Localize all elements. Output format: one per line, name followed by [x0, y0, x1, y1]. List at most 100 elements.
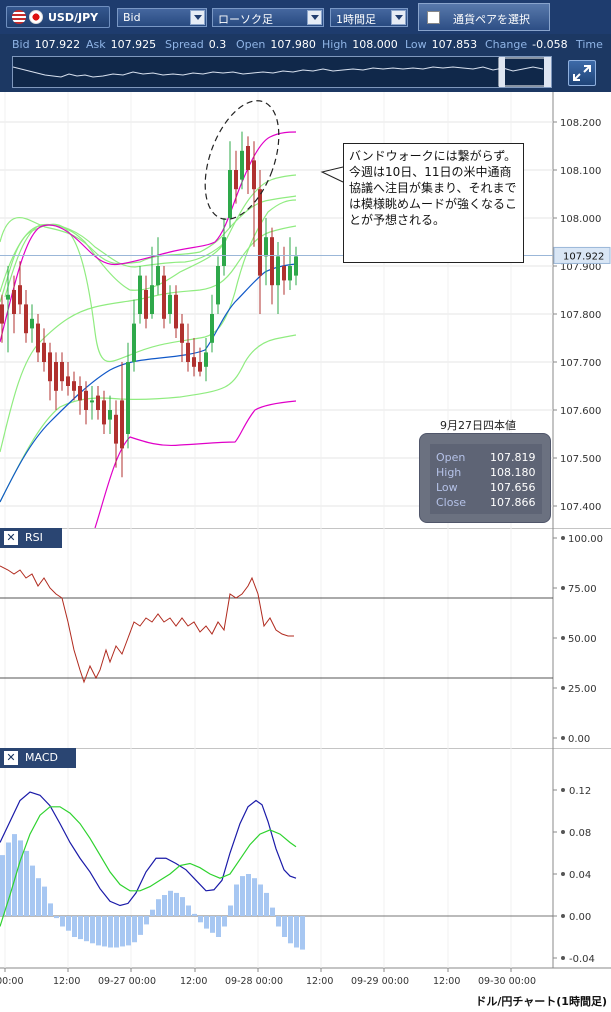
macd-histogram-bar	[150, 909, 155, 916]
price-tick-label: 107.800	[560, 310, 601, 321]
quote-time: Time	[576, 38, 603, 51]
quote-high: High 108.000	[322, 38, 398, 51]
macd-histogram-bar	[246, 874, 251, 916]
macd-histogram-bar	[90, 916, 95, 944]
ohlc-open: Open 107.819	[436, 451, 536, 464]
macd-panel[interactable]: 26 00:00 12:00 09-27 00:00 12:00 09-28 00:00…	[0, 747, 611, 990]
candle-body	[42, 342, 46, 362]
timeframe-dropdown[interactable]: 1時間足	[330, 8, 408, 27]
macd-tick-label: 0.04	[569, 870, 591, 881]
macd-histogram-bar	[36, 878, 41, 916]
macd-histogram-bar	[138, 916, 143, 935]
candle-body	[144, 290, 148, 319]
candle-body	[78, 386, 82, 401]
macd-histogram-bar	[204, 916, 209, 929]
macd-tick-dot	[561, 830, 565, 834]
zoom-button[interactable]	[568, 60, 596, 86]
pair-select-checkbox[interactable]	[427, 11, 440, 24]
candle-body	[126, 362, 130, 434]
candle-body	[228, 170, 232, 218]
close-icon[interactable]: ✕	[4, 751, 18, 765]
price-type-value: Bid	[123, 11, 141, 24]
x-tick-label: 12:00	[306, 976, 333, 987]
candle-body	[150, 285, 154, 314]
candle-body	[174, 294, 178, 329]
quote-bar: Bid 107.922 Ask 107.925 Spread 0.3 Open 107.…	[0, 34, 611, 92]
macd-histogram-bar	[294, 916, 299, 948]
symbol-label: USD/JPY	[48, 11, 99, 24]
macd-histogram-bar	[114, 916, 119, 948]
candle-body	[96, 395, 100, 410]
macd-histogram-bar	[180, 897, 185, 916]
close-icon[interactable]: ✕	[4, 531, 18, 545]
price-tick-label: 108.000	[560, 214, 601, 225]
chevron-down-icon[interactable]	[190, 10, 205, 25]
candle-body	[204, 352, 208, 367]
candle-body	[264, 237, 268, 257]
candle-body	[222, 237, 226, 266]
macd-tick-label: 0.08	[569, 828, 591, 839]
signal-line	[0, 806, 297, 927]
macd-tick-dot	[561, 872, 565, 876]
macd-histogram-bar	[126, 916, 131, 946]
macd-histogram-bar	[6, 842, 11, 916]
rsi-tab[interactable]: ✕ RSI	[0, 528, 62, 548]
navigator-handle-left[interactable]	[499, 57, 505, 87]
chevron-down-icon[interactable]	[307, 10, 322, 25]
macd-histogram-bar	[42, 886, 47, 916]
jp-flag-icon	[29, 10, 43, 24]
macd-histogram-bar	[0, 855, 5, 916]
navigator-handle-right[interactable]	[544, 57, 551, 87]
macd-histogram-bar	[240, 876, 245, 916]
upper-bollinger-band	[0, 131, 297, 343]
pair-select-button[interactable]: 通貨ペアを選択	[418, 3, 550, 31]
x-tick-label: 12:00	[433, 976, 460, 987]
candle-body	[258, 189, 262, 276]
macd-histogram-bar	[252, 878, 257, 916]
annotation-text: バンドウォークには繋がらず。今週は10日、11日の米中通商協議へ注目が集まり、そ…	[349, 149, 518, 227]
navigator-strip[interactable]	[12, 56, 552, 88]
macd-tick-label: 0.00	[569, 912, 591, 923]
expand-icon	[573, 65, 591, 81]
pair-select-label: 通貨ペアを選択	[453, 13, 530, 26]
rsi-tick-dot	[561, 686, 565, 690]
rsi-tick-dot	[561, 586, 565, 590]
price-tick-label: 107.500	[560, 454, 601, 465]
rsi-line	[0, 565, 294, 684]
macd-label: MACD	[25, 751, 58, 764]
candle-body	[114, 414, 118, 444]
ohlc-inner	[430, 444, 542, 514]
rsi-tick-label: 50.00	[568, 634, 597, 645]
symbol-selector[interactable]: USD/JPY	[6, 6, 110, 28]
annotation-callout: バンドウォークには繋がらず。今週は10日、11日の米中通商協議へ注目が集まり、そ…	[343, 143, 524, 263]
macd-histogram-bar	[78, 916, 83, 940]
price-type-dropdown[interactable]: Bid	[117, 8, 207, 27]
lower-bollinger-band-green	[0, 334, 297, 503]
macd-histogram-bar	[60, 916, 65, 927]
macd-tab[interactable]: ✕ MACD	[0, 748, 76, 768]
macd-histogram-bar	[282, 916, 287, 937]
macd-histogram-bar	[30, 865, 35, 916]
macd-histogram-bar	[216, 916, 221, 937]
candle-body	[72, 381, 76, 391]
candle-body	[234, 170, 238, 190]
candle-body	[276, 256, 280, 286]
macd-histogram-bar	[186, 905, 191, 916]
macd-histogram-bar	[102, 916, 107, 947]
macd-histogram-bar	[18, 840, 23, 916]
chart-type-dropdown[interactable]: ローソク足	[212, 8, 324, 27]
chevron-down-icon[interactable]	[391, 10, 406, 25]
candle-body	[294, 256, 298, 276]
rsi-panel[interactable]: 100.00 75.00 50.00 25.00 0.00 ✕ RSI	[0, 527, 611, 748]
chart-type-value: ローソク足	[218, 13, 273, 26]
current-price-badge	[553, 246, 611, 264]
price-tick-label: 107.900	[560, 262, 601, 273]
ohlc-date: 9月27日四本値	[440, 419, 516, 432]
candle-body	[120, 400, 124, 449]
candle-body	[282, 266, 286, 281]
band-mid-green	[4, 223, 226, 298]
macd-histogram-bar	[276, 916, 281, 927]
macd-histogram-bar	[144, 916, 149, 925]
chart-caption: ドル/円チャート(1時間足)	[475, 995, 607, 1008]
macd-histogram-bar	[300, 916, 305, 950]
